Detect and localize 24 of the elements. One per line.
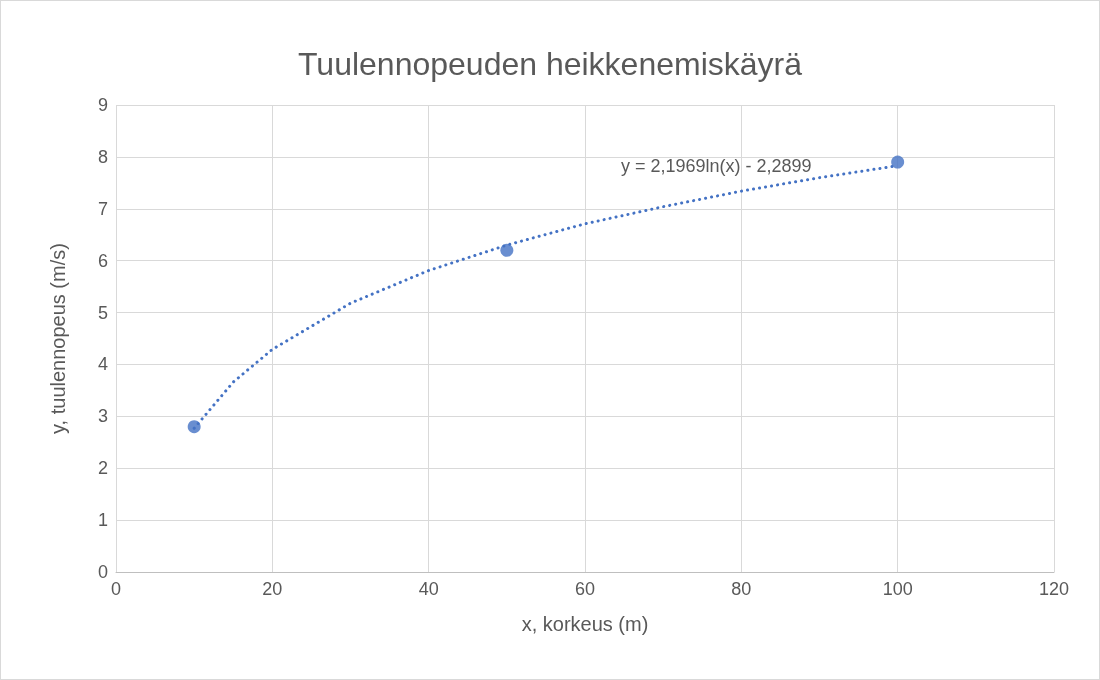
x-axis-title: x, korkeus (m) [521, 613, 649, 635]
y-tick-label: 9 [97, 95, 108, 115]
x-tick-label: 40 [418, 579, 439, 599]
y-tick-label: 3 [97, 406, 108, 427]
point [891, 155, 905, 169]
y-tick-label: 4 [97, 354, 108, 375]
y-tick-label: 7 [97, 198, 108, 219]
y-tick-label: 2 [97, 458, 108, 479]
x-tick-label: 0 [110, 579, 122, 599]
chart-title: Tuulennopeuden heikkenemiskäyrä [297, 46, 803, 82]
x-tick-label: 20 [262, 579, 283, 599]
y-tick-label: 1 [97, 510, 108, 531]
y-tick-label: 0 [97, 562, 108, 582]
x-tick-label: 120 [1038, 579, 1070, 599]
y-axis-title: y, tuulennopeus (m/s) [47, 243, 69, 434]
x-tick-label: 60 [574, 579, 596, 599]
x-tick-label: 80 [731, 579, 752, 599]
y-tick-label: 5 [97, 302, 108, 323]
point [500, 243, 514, 257]
point [187, 420, 201, 434]
y-tick-label: 6 [97, 250, 108, 271]
x-tick-label: 100 [882, 579, 913, 599]
annotation: y = 2,1969ln(x) - 2,2899 [621, 156, 812, 176]
y-tick-label: 8 [97, 146, 108, 167]
